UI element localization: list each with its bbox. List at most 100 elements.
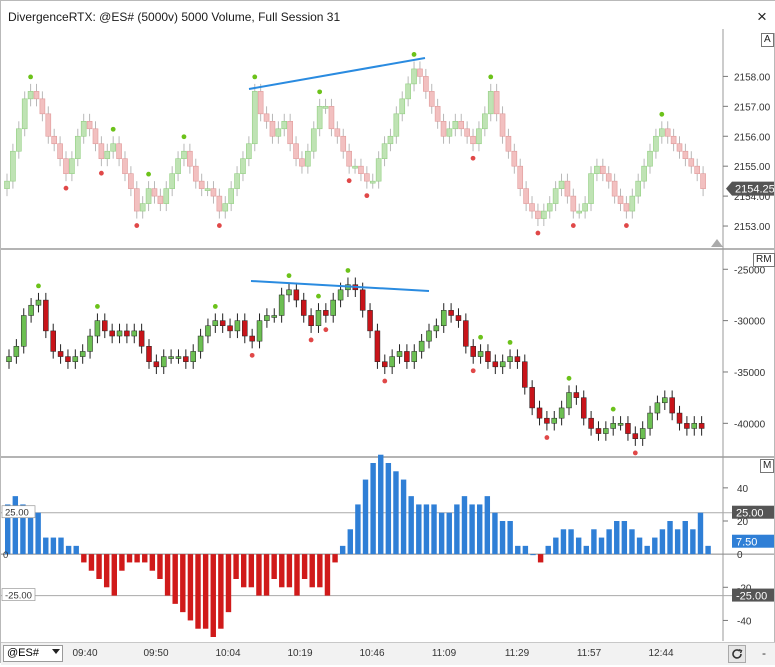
delta-candle bbox=[293, 289, 300, 301]
time-axis-label: 11:57 bbox=[576, 648, 602, 659]
histogram-bar bbox=[88, 554, 95, 571]
delta-candle bbox=[87, 335, 93, 352]
histogram-bar bbox=[378, 454, 384, 555]
histogram-bar bbox=[484, 496, 491, 555]
minus-button[interactable]: - bbox=[762, 646, 766, 660]
price-candle bbox=[499, 113, 506, 137]
histogram-bar bbox=[636, 537, 643, 555]
delta-candle bbox=[580, 397, 587, 419]
histogram-bar bbox=[263, 554, 270, 596]
delta-candle bbox=[522, 361, 528, 388]
swing-high-dot bbox=[36, 283, 41, 289]
price-axis-label: 2154.00 bbox=[734, 192, 771, 203]
delta-candle bbox=[551, 417, 558, 424]
histogram-bar bbox=[157, 554, 163, 579]
delta-candle bbox=[404, 351, 410, 362]
delta-candle bbox=[168, 356, 174, 359]
indicator-pane-badge[interactable]: RM bbox=[753, 253, 775, 267]
delta-candle bbox=[227, 325, 233, 332]
price-candle bbox=[133, 188, 140, 212]
histogram-bar bbox=[58, 537, 64, 555]
price-candle bbox=[617, 195, 624, 204]
histogram-bar bbox=[35, 512, 41, 555]
delta-candle bbox=[440, 310, 447, 327]
delta-candle bbox=[146, 346, 152, 362]
price-candle bbox=[505, 135, 512, 152]
price-candle bbox=[322, 106, 329, 109]
price-candle bbox=[623, 203, 630, 212]
level-label-box bbox=[1, 505, 36, 519]
histogram-bar bbox=[134, 554, 140, 563]
histogram-bar bbox=[27, 512, 34, 555]
histogram-bar bbox=[43, 537, 49, 555]
price-candle bbox=[316, 106, 323, 130]
histogram-bar bbox=[370, 463, 376, 555]
price-candle bbox=[529, 203, 535, 212]
price-candle bbox=[145, 188, 152, 204]
price-candle bbox=[346, 150, 352, 167]
time-axis-label: 11:09 bbox=[431, 648, 457, 659]
delta-candle bbox=[588, 417, 594, 429]
close-icon[interactable]: × bbox=[757, 7, 767, 26]
price-candle bbox=[192, 165, 199, 182]
delta-candle bbox=[610, 423, 616, 429]
price-candle bbox=[688, 158, 695, 167]
price-axis-label: 2156.00 bbox=[734, 132, 771, 143]
time-axis-label: 10:46 bbox=[359, 648, 385, 659]
histogram-bar bbox=[256, 554, 262, 596]
histogram-bar bbox=[332, 554, 338, 563]
price-candle bbox=[275, 128, 282, 137]
histogram-bar bbox=[301, 554, 308, 579]
refresh-icon[interactable] bbox=[728, 645, 746, 663]
price-candle bbox=[552, 188, 559, 204]
oscillator-pane-badge[interactable]: M bbox=[760, 459, 775, 473]
histogram-bar bbox=[522, 545, 529, 555]
symbol-select[interactable]: @ES# bbox=[3, 645, 63, 662]
histogram-bar bbox=[575, 537, 582, 555]
swing-low-dot bbox=[346, 178, 352, 184]
level-value-label: -25.00 bbox=[736, 591, 767, 603]
delta-candle bbox=[470, 346, 476, 357]
price-candle bbox=[588, 173, 594, 204]
histogram-bar bbox=[164, 554, 171, 596]
chart-area[interactable]: 2158.00 2157.00 2156.00 2155.00 2154.00 2153.… bbox=[1, 29, 774, 641]
price-candle bbox=[216, 195, 223, 212]
histogram-bar bbox=[606, 529, 612, 555]
delta-candle bbox=[271, 315, 278, 318]
symbol-value: @ES# bbox=[7, 647, 39, 659]
price-candle bbox=[57, 143, 63, 160]
price-candle bbox=[558, 180, 565, 189]
swing-low-dot bbox=[535, 230, 541, 236]
histogram-bar bbox=[73, 545, 79, 555]
histogram-bar bbox=[477, 504, 483, 555]
delta-candle bbox=[632, 433, 639, 439]
title-bar[interactable]: DivergenceRTX: @ES# (5000v) 5000 Volume,… bbox=[1, 1, 775, 33]
price-candle bbox=[86, 120, 93, 130]
swing-low-dot bbox=[98, 170, 104, 176]
price-candle bbox=[15, 128, 22, 152]
price-candle bbox=[139, 203, 146, 212]
delta-candle bbox=[6, 356, 12, 362]
swing-low-dot bbox=[249, 352, 255, 358]
current-value-label: 7.50 bbox=[736, 537, 757, 549]
price-candle bbox=[452, 120, 459, 130]
delta-candle bbox=[131, 330, 138, 337]
price-candle bbox=[222, 203, 229, 212]
histogram-bar bbox=[499, 521, 506, 555]
delta-candle bbox=[72, 356, 79, 362]
time-axis-label: 09:40 bbox=[72, 648, 98, 659]
histogram-bar bbox=[81, 554, 87, 563]
price-candle bbox=[240, 158, 246, 174]
price-candle bbox=[434, 106, 441, 122]
histogram-bar bbox=[682, 521, 688, 555]
delta-candle bbox=[249, 335, 255, 342]
price-candle bbox=[411, 68, 417, 85]
delta-candle bbox=[433, 325, 440, 332]
price-pane-badge[interactable]: A bbox=[761, 33, 774, 47]
swing-high-dot bbox=[212, 304, 218, 309]
delta-candle bbox=[65, 356, 71, 362]
swing-low-dot bbox=[632, 450, 638, 456]
delta-candle bbox=[411, 351, 418, 362]
swing-high-dot bbox=[507, 339, 513, 345]
delta-candle bbox=[529, 387, 535, 409]
